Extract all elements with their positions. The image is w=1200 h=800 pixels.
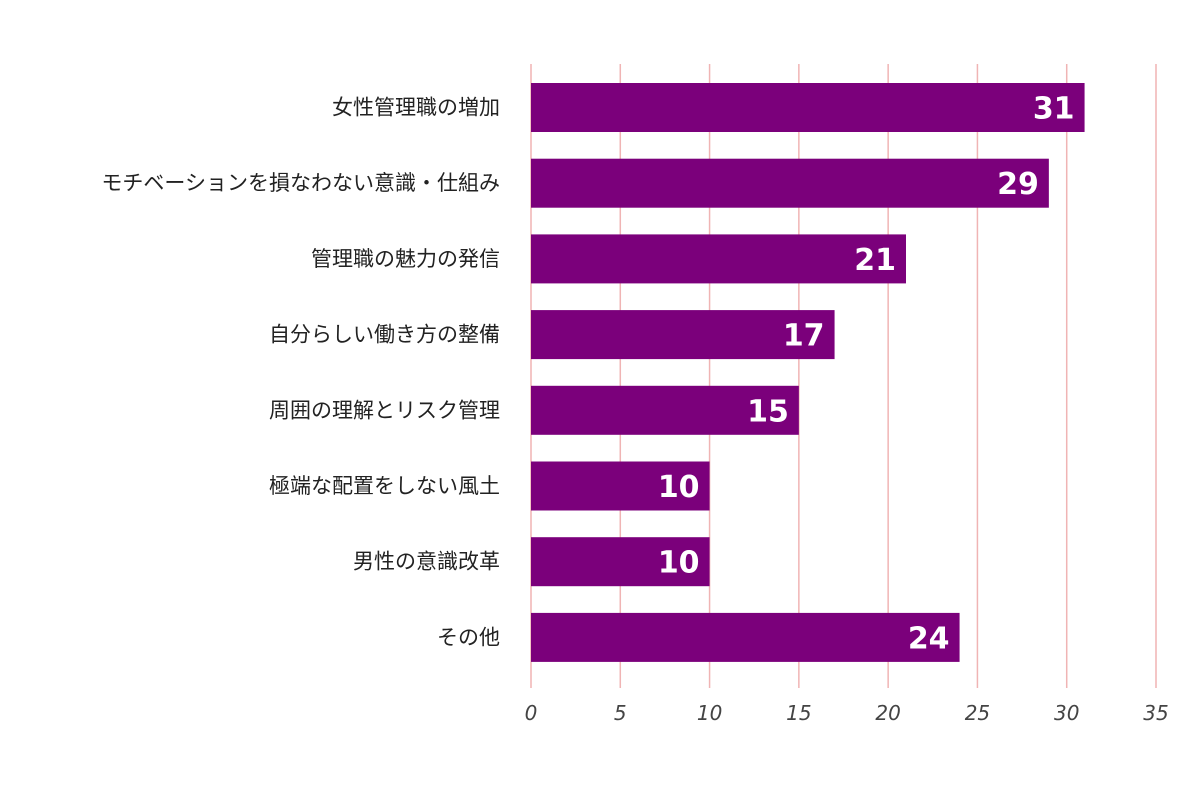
x-tick-label: 0 <box>525 701 538 725</box>
category-label: その他 <box>437 625 500 649</box>
bar <box>531 158 1049 208</box>
category-label: 極端な配置をしない風土 <box>269 474 500 498</box>
value-label: 17 <box>783 319 825 354</box>
value-label: 24 <box>908 621 950 656</box>
bar <box>531 537 710 587</box>
x-tick-label: 15 <box>786 701 811 725</box>
bars <box>531 83 1085 662</box>
value-label: 21 <box>854 243 896 278</box>
bar <box>531 461 710 511</box>
x-tick-label: 30 <box>1054 701 1079 725</box>
x-axis-tick-labels: 0 5 10 15 20 25 30 35 <box>525 701 1169 725</box>
value-label: 10 <box>658 470 700 505</box>
category-label: 女性管理職の増加 <box>332 96 500 120</box>
value-label: 29 <box>997 167 1039 202</box>
category-labels: 女性管理職の増加モチベーションを損なわない意識・仕組み管理職の魅力の発信自分らし… <box>101 96 500 650</box>
bar <box>531 612 960 662</box>
category-label: 管理職の魅力の発信 <box>311 247 500 271</box>
category-label: 男性の意識改革 <box>353 550 500 574</box>
category-label: 周囲の理解とリスク管理 <box>269 398 500 422</box>
category-label: 自分らしい働き方の整備 <box>269 323 500 347</box>
value-labels: 31 29 21 17 15 10 10 24 <box>658 92 1075 657</box>
x-tick-label: 25 <box>965 701 990 725</box>
bar <box>531 234 906 284</box>
x-tick-label: 10 <box>697 701 722 725</box>
x-tick-label: 35 <box>1143 701 1168 725</box>
category-label: モチベーションを損なわない意識・仕組み <box>101 171 500 195</box>
x-tick-label: 5 <box>614 701 627 725</box>
x-tick-label: 20 <box>875 701 900 725</box>
grid-lines <box>530 64 1157 688</box>
value-label: 31 <box>1033 92 1075 127</box>
value-label: 15 <box>747 394 789 429</box>
bar <box>531 83 1085 132</box>
value-label: 10 <box>658 546 700 581</box>
bar <box>531 385 799 435</box>
bar <box>531 310 835 360</box>
